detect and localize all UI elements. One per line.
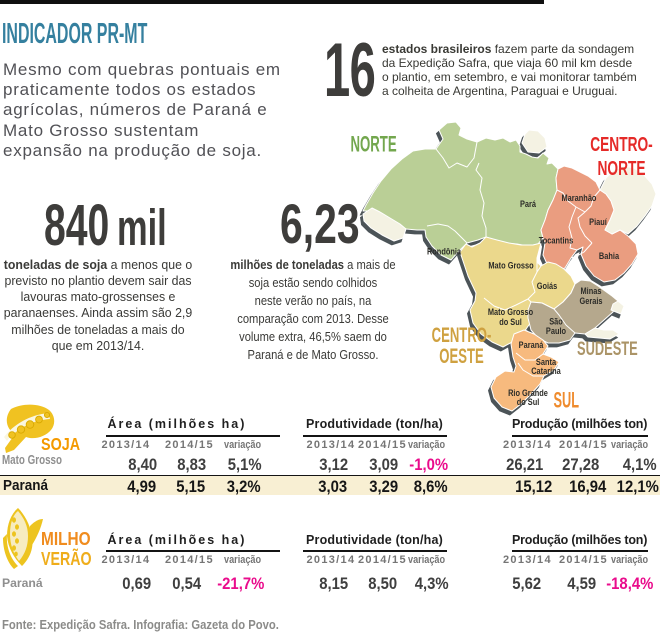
svg-text:Paulo: Paulo	[546, 325, 566, 336]
svg-text:Santa: Santa	[536, 356, 556, 367]
svg-text:OESTE: OESTE	[439, 344, 484, 368]
svg-text:Goiás: Goiás	[537, 280, 558, 291]
svg-text:Catarina: Catarina	[531, 365, 561, 376]
svg-text:Minas: Minas	[581, 285, 602, 296]
svg-text:do Sul: do Sul	[499, 316, 522, 327]
svg-text:NORTE: NORTE	[351, 132, 397, 156]
svg-text:SUL: SUL	[554, 388, 580, 412]
svg-text:do Sul: do Sul	[517, 396, 540, 407]
svg-text:Paraná: Paraná	[519, 339, 544, 350]
svg-text:São: São	[549, 315, 563, 326]
svg-text:Bahia: Bahia	[599, 250, 619, 261]
svg-text:Mato Grosso: Mato Grosso	[488, 306, 533, 317]
svg-text:CENTRO-: CENTRO-	[590, 132, 653, 155]
svg-text:SUDESTE: SUDESTE	[577, 339, 638, 360]
svg-text:Maranhão: Maranhão	[562, 192, 597, 203]
svg-text:CENTRO-: CENTRO-	[432, 323, 492, 347]
svg-text:NORTE: NORTE	[597, 156, 645, 179]
svg-text:Mato Grosso: Mato Grosso	[488, 259, 533, 270]
svg-text:Pará: Pará	[520, 198, 536, 209]
svg-text:Rondônia: Rondônia	[427, 245, 461, 256]
svg-text:Piauí: Piauí	[589, 216, 607, 227]
svg-text:Tocantins: Tocantins	[539, 234, 574, 245]
svg-text:Gerais: Gerais	[579, 295, 602, 306]
svg-text:Rio Grande: Rio Grande	[508, 387, 548, 398]
